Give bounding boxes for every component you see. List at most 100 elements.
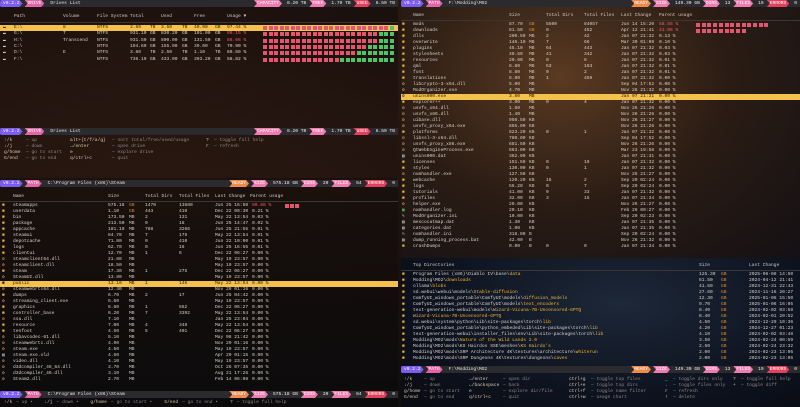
top-dir-row[interactable]: ■ sd.webui\webui\models\Stable-diffusion 2… [401,290,800,296]
column-header[interactable]: Usage ▼ [227,14,247,19]
top-dir-row[interactable]: ■ Program Files (x86)\Diablo IV\base\data… [401,272,800,278]
file-row[interactable]: ⚙ ssa.dll 7.10 MB Jan 25 23:04 0.00 % [0,317,398,323]
file-row[interactable]: ■ resource 7.00 MB 4 348 May 22 13:54 0.00 % [0,323,398,329]
file-row[interactable]: ▤ steam.exe.old 4.50 MB Apr 29 01:15 0.00 % [0,353,398,359]
file-row[interactable]: ⚙ steamclient64.dll 21.80 MB May 19 23:57 0.0… [0,257,398,263]
column-header[interactable]: Last Change [215,194,246,199]
file-row[interactable]: ■ public 13.10 MB 1 146 May 22 13:54 0.00 % [0,281,398,287]
file-row[interactable]: ■ appcache 181.10 MB 788 3266 Jun 25 21:55 0.01… [0,227,398,233]
file-row[interactable]: ■ resources 20.60 MB 0 6 Jan 07 21:32 0.01 % [401,58,800,64]
column-header[interactable]: Total Files [584,13,615,18]
file-row[interactable]: ⚙ libcrypto-3-x64.dll 5.00 MB Sep 04 17:52 0.… [401,82,800,88]
file-row[interactable]: ■ userdata 1.10 GB 443 410 Dec 22 00:30 0.21 % [0,209,398,215]
file-row[interactable]: ■ explorer++ 3.00 MB 0 4 Jan 07 21:32 0.00 % [401,100,800,106]
file-row[interactable]: ⚙ d3dcompiler_46.dll 3.10 MB Aug 21 17:26 0.0… [0,371,398,377]
drive-row[interactable]: ▬ E:\ 8 NTFS 3.60 TB 3.50 TB 40.00 GB 97.44 % [0,25,398,31]
top-dir-row[interactable]: ■ ComfyUI_windows_portable\ComfyUI\models… [401,296,800,302]
file-row[interactable]: ⚙ usvfs_x64.dll 1.50 MB Nov 26 21:26 0.00 % [401,106,800,112]
file-row[interactable]: ■ tenfoot 4.50 MB 5 401 Dec 22 06:27 0.00 % [0,329,398,335]
file-row[interactable]: ⚙ libavcodec-61.dll 5.10 MB May 08 21:42 0.00… [0,335,398,341]
file-row[interactable]: ■ translations 6.00 MB 1 459 Jan 07 21:32 0.00 … [401,76,800,82]
column-header[interactable]: Last Change [749,263,780,268]
drive-row[interactable]: ▬ H:\ Transcend NTFS 931.50 GB 800.00 GB 131.50 G… [0,38,398,44]
drive-row[interactable]: ▬ G:\ 7 NTFS 931.10 GB 830.20 GB 101.00 GB 89.15 % [0,31,398,37]
column-header[interactable]: Total Dirs [145,194,173,199]
top-dir-row[interactable]: ■ sd.webui\system\python\Lib\site-package… [401,320,800,326]
file-row[interactable]: ■ logs 56.20 KB 0 7 Sep 20 02:24 0.00 % [401,184,800,190]
column-header[interactable]: Name [413,13,425,18]
file-row[interactable]: ▤ categories.dat 1.00 KB Jan 07 21:35 0.00 % [401,226,800,232]
file-row[interactable]: ✎ ModOrganizer.ini 10.00 KB Sep 20 02:23 0.00… [401,214,800,220]
file-row[interactable]: ■ plugins 45.10 MB 64 443 Jan 07 21:32 0.03 % [401,46,800,52]
file-row[interactable]: ■ package 213.50 MB 0 18 Jun 25 14:47 0.02 % [0,221,398,227]
file-row[interactable]: ⚙ usvfs_proxy_x86.exe 681.50 KB Nov 26 21:26… [401,142,800,148]
file-row[interactable]: ✎ nxmhandler.ini 318.00 B Sep 20 02:24 0.00 % [401,232,800,238]
file-row[interactable]: ■ logs 62.70 MB 0 16 Jun 25 16:55 0.01 % [0,245,398,251]
file-row[interactable]: ■ platforms 823.20 KB 0 1 Jan 07 21:32 0.00 % [401,130,800,136]
top-dir-row[interactable]: ■ ComfyUI_windows_portable\python_embeded… [401,326,800,332]
column-header[interactable]: Parent usage [659,13,693,18]
column-header[interactable]: Last Change [621,13,652,18]
file-row[interactable]: ■ qml 8.80 MB 53 163 Jan 07 21:32 0.01 % [401,64,800,70]
file-row[interactable]: ▣ nxmhandler.log 20.10 KB Feb 26 00:27 0.00 % [401,208,800,214]
file-row[interactable]: ■ dumps 6.70 MB 2 17 Jun 25 04:42 0.00 % [0,293,398,299]
file-row[interactable]: ■ crashDumps 0.00 B 0 0 Jan 07 21:34 0.00 % [401,244,800,250]
file-row[interactable]: ■ depotcache 71.80 MB 0 410 Jun 22 10:00 0.01 % [0,239,398,245]
column-header[interactable]: Size [509,13,521,18]
file-row[interactable]: ⚙ QtWebEngineProcess.exe 663.00 KB Mar 23 19… [401,148,800,154]
file-row[interactable]: ■ stylesheets 40.50 MB 41 342 Jan 07 21:32 0.03… [401,52,800,58]
column-header[interactable]: Size [699,263,711,268]
file-row[interactable]: ■ dlls 200.50 MB 2 42 Jan 07 21:32 0.13 % [401,34,800,40]
file-row[interactable]: ⚙ steamwebrtc64.dll 12.40 MB Nov 29 01:16 0.0… [0,287,398,293]
file-row[interactable]: ■ overwrite 146.10 MB 7 66 Mar 30 01:09 0.10 % [401,40,800,46]
file-row[interactable]: ▤ unins000.dat 362.00 KB Jan 07 21:31 0.00 % [401,154,800,160]
top-dir-row[interactable]: ■ text-generation-webui\installer_files\e… [401,332,800,338]
file-row[interactable]: ⚙ libssl-3-x64.dll 780.00 KB Sep 04 17:52 0.0… [401,136,800,142]
file-row[interactable]: ■ tutorials 41.00 KB 0 33 Jan 07 21:32 0.00 % [401,190,800,196]
top-dir-row[interactable]: ■ Modding\MO2\mods\Nature of the Wild Lan… [401,338,800,344]
column-header[interactable]: Total Dirs [546,13,574,18]
file-row[interactable]: ⚙ nxmhandler.exe 127.50 KB Nov 26 21:27 0.00 … [401,172,800,178]
file-row[interactable]: ■ downloads 61.50 GB 0 452 Apr 12 21:41 41.05 % [401,28,800,34]
file-row[interactable]: ■ webcache 120.20 KB 16 2 Sep 20 02:24 0.00 % [401,178,800,184]
file-row[interactable]: ⚙ uibase.dll 950.50 KB Nov 26 21:27 0.00 % [401,118,800,124]
top-dir-row[interactable]: ■ Modding\MO2\mods\SRP Architecture 4K\te… [401,350,800,356]
column-header[interactable]: Name [13,194,25,199]
drive-row[interactable]: ▬ F:\ NTFS 736.10 GB 433.00 GB 303.20 GB 58.82 % [0,57,398,63]
file-row[interactable]: ⚙ ModOrganizer.exe 4.70 MB Nov 26 21:32 0.00 … [401,88,800,94]
top-dir-row[interactable]: ■ Wizard-Vicuna-7B-Uncensored-GPTQ 8.40 GB 2… [401,314,800,320]
file-row[interactable]: ⚙ Steam2.dll 2.70 MB Feb 14 06:08 0.00 % [0,377,398,383]
column-header[interactable]: Total [130,14,144,19]
drive-row[interactable]: ▬ D:\ E NTFS 3.60 TB 2.50 TB 1.10 TB 69.59 % [0,50,398,56]
top-dir-row[interactable]: ■ Modding\MO2\mods\KS Hairdos SSE\meshes\… [401,344,800,350]
file-row[interactable]: ■ graphics 6.60 MB 1 552 Dec 22 06:27 0.00 % [0,305,398,311]
file-row[interactable]: ■ bin 173.50 MB 2 131 May 22 13:54 0.03 % [0,215,398,221]
file-row[interactable]: ■ controller_base 6.20 MB 7 3392 May 22 13:54 0… [0,311,398,317]
drive-row[interactable]: ▬ C:\ NTFS 194.60 GB 155.00 GB 39.00 GB 79.90 % [0,44,398,50]
file-row[interactable]: ⚙ steamclient.dll 18.50 MB May 19 23:57 0.00 … [0,263,398,269]
file-row[interactable]: ■ steam 17.30 MB 1 275 Dec 22 06:27 0.00 % [0,269,398,275]
file-row[interactable]: ■ profiles 32.00 KB 3 15 Jan 07 21:34 0.00 % [401,196,800,202]
file-row[interactable]: ▤ dump_running_process.bat 42.00 B Nov 26 21… [401,238,800,244]
file-row[interactable]: ■ clientui 12.70 MB 1 6 Dec 22 06:27 0.00 % [0,251,398,257]
top-dir-row[interactable]: ■ Modding\MO2\mods\SRP Dungeons 4K\textur… [401,356,800,362]
file-row[interactable]: ■ steamui 84.70 MB 7 175 May 22 13:54 0.01 % [0,233,398,239]
top-dir-row[interactable]: ■ Modding\MO2\downloads 61.50 GB 2024-04-12 … [401,278,800,284]
column-header[interactable]: Top Directories [413,263,455,268]
column-header[interactable]: File System [97,14,128,19]
file-row[interactable]: ⚙ unins000.exe 3.80 MB Jan 07 21:31 0.00 % [401,94,800,100]
file-row[interactable]: ⚙ steam.exe 4.50 MB May 19 23:57 0.00 % [0,347,398,353]
file-row[interactable]: ⚙ steamwebrtc.dll 4.90 MB Nov 29 01:16 0.00 % [0,341,398,347]
column-header[interactable]: Parent usage [250,194,284,199]
column-header[interactable]: Volume [63,14,80,19]
column-header[interactable]: Used [161,14,173,19]
file-row[interactable]: ▤ mescocatmap.dat 1.30 KB Jan 07 21:35 0.00 % [401,220,800,226]
column-header[interactable]: Path [14,14,26,19]
file-row[interactable]: ■ mods 87.70 GB 5500 84057 Jun 14 15:20 58.55 % [401,22,800,28]
file-row[interactable]: ⚙ streaming_client.exe 6.60 MB May 19 23:57 0… [0,299,398,305]
file-row[interactable]: ■ steamapps 575.18 GB 1470 13680 Jun 25 16:50 9… [0,203,398,209]
file-row[interactable]: ⚙ usvfs_x86.dll 1.40 MB Nov 26 21:26 0.00 % [401,112,800,118]
file-row[interactable]: ■ licenses 151.50 KB 0 19 Jan 07 21:32 0.00 % [401,160,800,166]
file-row[interactable]: ■ styles 130.00 KB 0 1 Jan 07 21:32 0.00 % [401,166,800,172]
file-row[interactable]: ⚙ SteamUI.dll 13.80 MB May 19 23:57 0.00 % [0,275,398,281]
